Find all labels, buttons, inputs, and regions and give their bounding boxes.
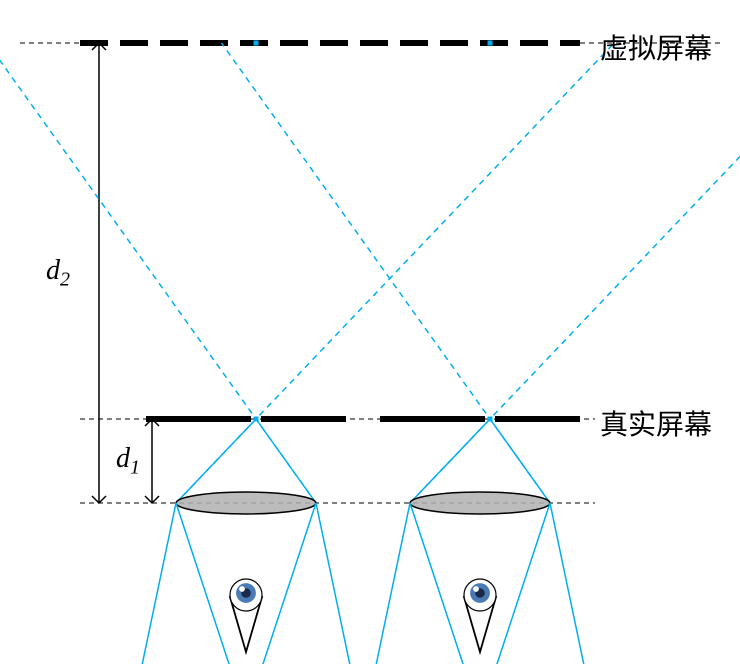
lens-1 [410,492,550,514]
ray-solid-out-1-L [375,503,410,664]
d1-label: d1 [116,443,140,480]
ray-solid-in-1-R [495,503,550,664]
ray-solid-top-1-0 [410,419,490,503]
real-screen-label: 真实屏幕 [600,403,712,443]
diagram-svg [0,0,740,664]
ray-solid-in-1-L [410,503,465,664]
ray-solid-in-0-R [261,503,316,664]
ray-solid-out-0-R [316,503,351,664]
ray-solid-out-0-L [141,503,176,664]
eye-highlight-0 [239,586,245,592]
ray-solid-out-1-R [550,503,585,664]
real-focus-1 [488,417,493,422]
eye-highlight-1 [473,586,479,592]
virtual-screen-label: 虚拟屏幕 [600,27,712,67]
virtual-focus-1 [488,41,493,46]
virtual-focus-0 [254,41,259,46]
ray-solid-top-0-0 [176,419,256,503]
d2-label: d2 [46,255,70,292]
ray-solid-top-0-1 [256,419,316,503]
ray-solid-in-0-L [176,503,231,664]
ray-solid-top-1-1 [490,419,550,503]
lens-0 [176,492,316,514]
real-focus-0 [254,417,259,422]
